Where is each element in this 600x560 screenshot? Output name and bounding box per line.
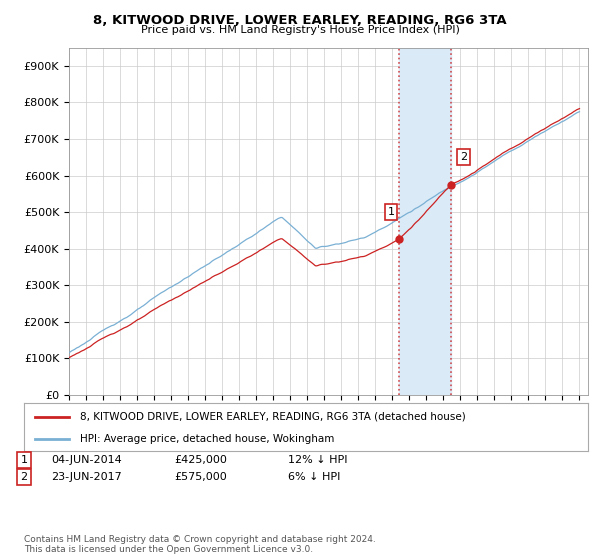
Text: HPI: Average price, detached house, Wokingham: HPI: Average price, detached house, Woki…	[80, 434, 335, 444]
Text: 2: 2	[460, 152, 467, 162]
Text: 1: 1	[20, 455, 28, 465]
Text: £575,000: £575,000	[174, 472, 227, 482]
Text: 04-JUN-2014: 04-JUN-2014	[51, 455, 122, 465]
Text: Price paid vs. HM Land Registry's House Price Index (HPI): Price paid vs. HM Land Registry's House …	[140, 25, 460, 35]
Text: Contains HM Land Registry data © Crown copyright and database right 2024.
This d: Contains HM Land Registry data © Crown c…	[24, 535, 376, 554]
Text: £425,000: £425,000	[174, 455, 227, 465]
Text: 12% ↓ HPI: 12% ↓ HPI	[288, 455, 347, 465]
Bar	[400, 48, 451, 395]
Text: 8, KITWOOD DRIVE, LOWER EARLEY, READING, RG6 3TA (detached house): 8, KITWOOD DRIVE, LOWER EARLEY, READING,…	[80, 412, 466, 422]
Text: 23-JUN-2017: 23-JUN-2017	[51, 472, 122, 482]
Text: 1: 1	[388, 207, 394, 217]
Text: 6% ↓ HPI: 6% ↓ HPI	[288, 472, 340, 482]
Text: 8, KITWOOD DRIVE, LOWER EARLEY, READING, RG6 3TA: 8, KITWOOD DRIVE, LOWER EARLEY, READING,…	[93, 14, 507, 27]
Text: 2: 2	[20, 472, 28, 482]
